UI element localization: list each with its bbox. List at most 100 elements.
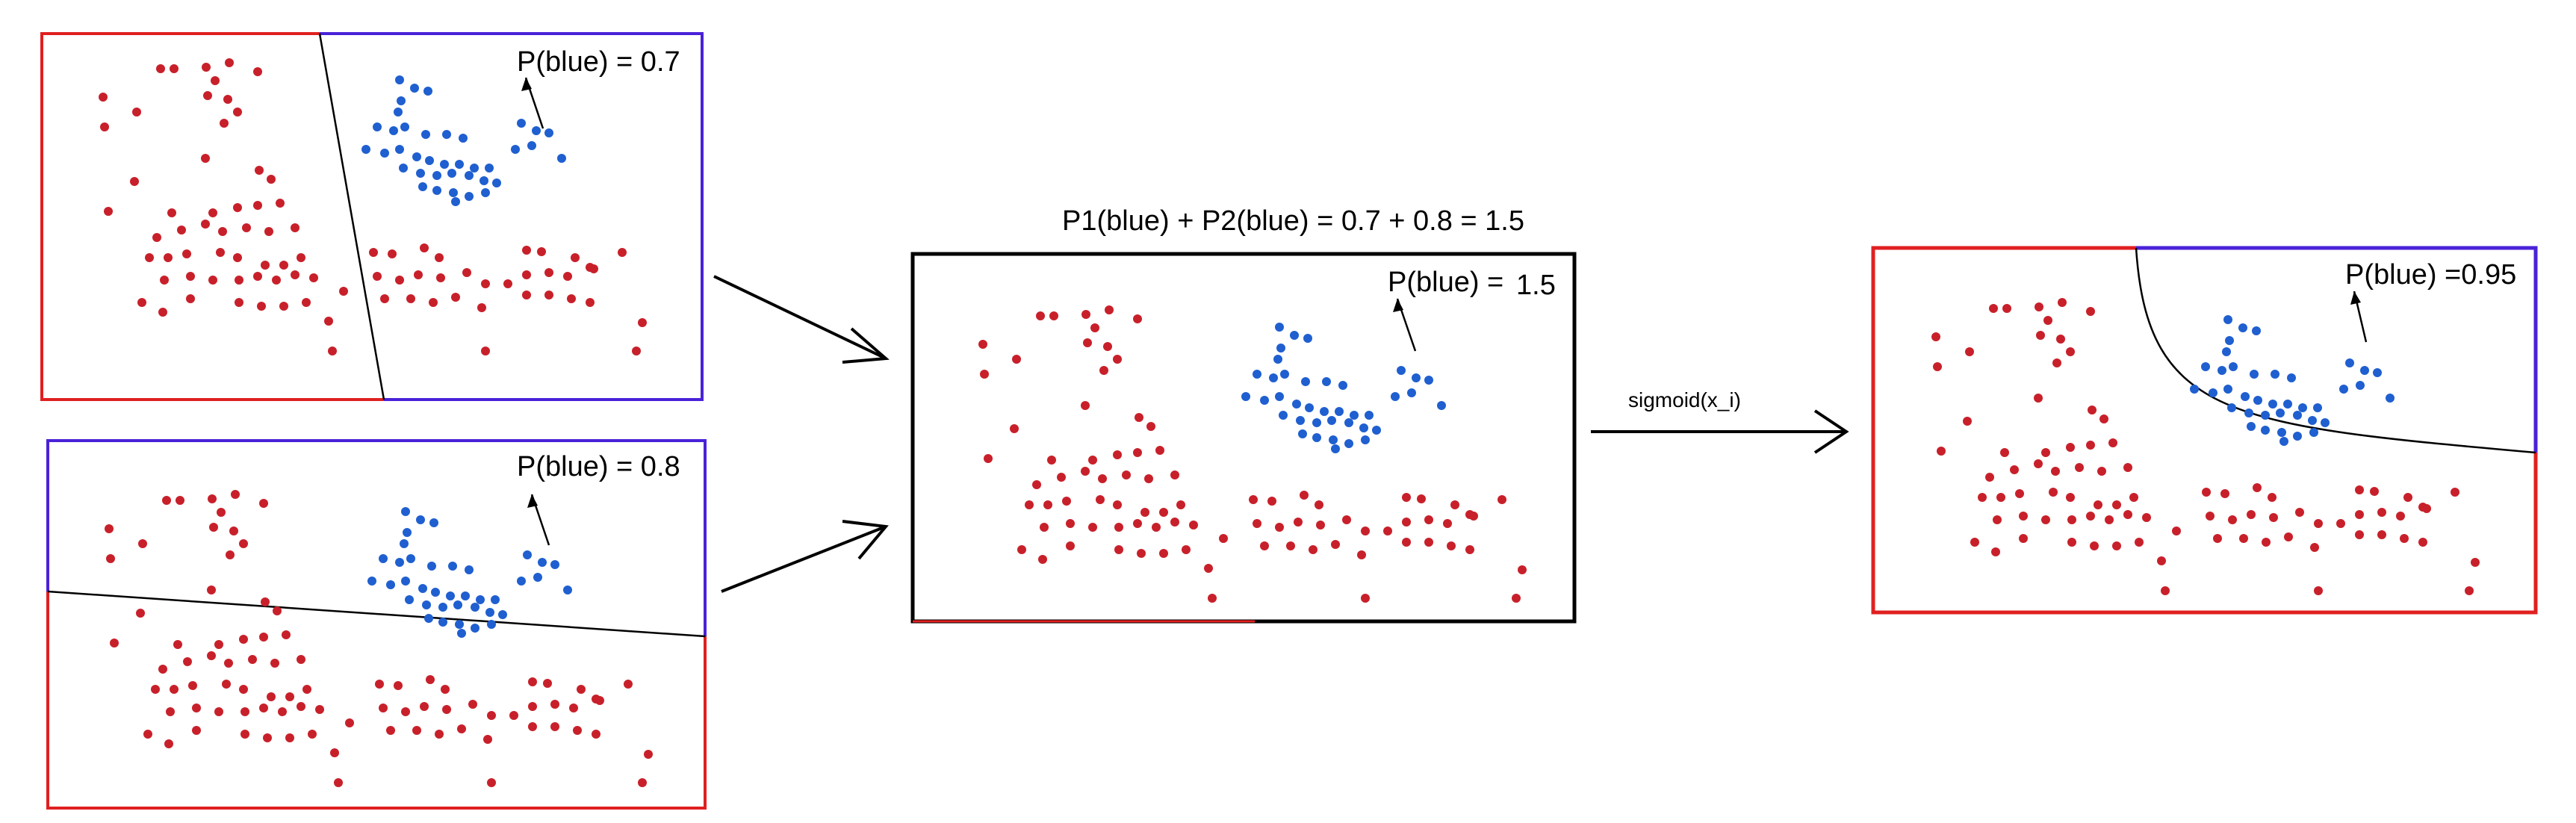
red-point xyxy=(285,692,294,701)
red-point xyxy=(166,707,175,716)
blue-point xyxy=(1320,407,1329,416)
blue-point xyxy=(550,560,559,569)
blue-point xyxy=(2339,385,2348,394)
red-point xyxy=(186,272,195,281)
red-point xyxy=(429,298,438,307)
red-point xyxy=(1049,311,1058,320)
blue-point xyxy=(453,600,462,609)
blue-point xyxy=(1329,435,1338,444)
red-point xyxy=(1159,508,1168,517)
red-point xyxy=(272,276,281,285)
red-point xyxy=(528,702,537,711)
blue-point xyxy=(2268,400,2277,409)
red-point xyxy=(270,659,279,668)
red-point xyxy=(1993,515,2002,524)
red-point xyxy=(537,247,546,256)
red-point xyxy=(345,718,354,727)
red-point xyxy=(239,685,248,694)
blue-point xyxy=(2247,422,2256,431)
red-point xyxy=(2010,465,2019,474)
red-point xyxy=(1424,515,1433,524)
red-point xyxy=(978,340,987,349)
red-point xyxy=(1114,523,1123,532)
blue-point xyxy=(380,149,389,158)
red-point xyxy=(202,63,211,72)
blue-point xyxy=(361,145,370,154)
blue-point xyxy=(432,186,441,195)
red-point xyxy=(1260,541,1269,550)
blue-point xyxy=(563,586,572,594)
red-point xyxy=(2043,316,2052,325)
blue-point xyxy=(2313,403,2322,412)
red-point xyxy=(1096,495,1105,504)
blue-point xyxy=(523,550,532,559)
red-point xyxy=(2112,500,2121,509)
red-point xyxy=(442,705,451,714)
probability-label: P(blue) =0.95 xyxy=(2345,259,2516,291)
red-point xyxy=(1465,545,1474,554)
blue-point xyxy=(2386,394,2395,403)
blue-point xyxy=(440,160,449,169)
red-point xyxy=(1032,480,1041,489)
red-point xyxy=(435,730,444,739)
red-point xyxy=(1965,347,1974,356)
red-point xyxy=(2034,394,2043,403)
red-point xyxy=(1113,450,1122,459)
red-point xyxy=(201,154,210,163)
red-point xyxy=(2058,298,2067,307)
red-point xyxy=(644,750,653,759)
red-point xyxy=(451,293,460,302)
red-point xyxy=(170,64,179,73)
red-point xyxy=(1144,474,1153,483)
probability-label: P(blue) = 0.8 xyxy=(517,451,680,482)
blue-point xyxy=(2250,370,2259,379)
blue-point xyxy=(367,577,376,586)
red-point xyxy=(233,203,242,212)
blue-point xyxy=(418,182,427,191)
blue-point xyxy=(1275,392,1284,401)
red-point xyxy=(1133,314,1142,323)
red-point xyxy=(1443,519,1452,528)
blue-point xyxy=(544,128,553,137)
red-point xyxy=(259,704,268,712)
red-point xyxy=(2094,500,2102,509)
blue-point xyxy=(405,595,414,604)
red-point xyxy=(1088,523,1097,532)
red-point xyxy=(208,208,217,217)
red-point xyxy=(462,268,471,277)
blue-point xyxy=(1322,377,1331,386)
blue-point xyxy=(527,141,536,150)
red-point xyxy=(1135,413,1143,422)
red-point xyxy=(2049,488,2058,497)
red-point xyxy=(2112,541,2121,550)
red-region-border xyxy=(40,32,384,401)
blue-point xyxy=(2261,426,2270,435)
blue-point xyxy=(1290,331,1299,340)
blue-point xyxy=(1241,392,1250,401)
blue-point xyxy=(2238,323,2247,332)
red-point xyxy=(106,554,115,563)
decision-boundary xyxy=(2135,247,2536,454)
blue-point xyxy=(2345,358,2354,367)
red-point xyxy=(379,704,388,712)
blue-point xyxy=(1269,373,1278,382)
red-point xyxy=(2056,335,2065,344)
blue-point xyxy=(412,152,421,161)
red-point xyxy=(160,276,169,285)
red-point xyxy=(1937,447,1946,456)
sigmoid-arrow: sigmoid(x_i) xyxy=(1591,388,1849,454)
red-point xyxy=(209,523,218,532)
blue-point xyxy=(424,614,433,623)
red-point xyxy=(2268,493,2276,502)
blue-point xyxy=(2283,400,2292,409)
red-point xyxy=(203,91,212,100)
blue-point xyxy=(447,169,456,178)
blue-point xyxy=(2356,381,2365,390)
red-points xyxy=(99,58,647,355)
blue-point xyxy=(2222,347,2231,356)
red-point xyxy=(201,220,210,229)
red-point xyxy=(2220,489,2229,498)
red-point xyxy=(1417,494,1426,503)
red-point xyxy=(373,272,382,281)
red-point xyxy=(330,748,339,757)
